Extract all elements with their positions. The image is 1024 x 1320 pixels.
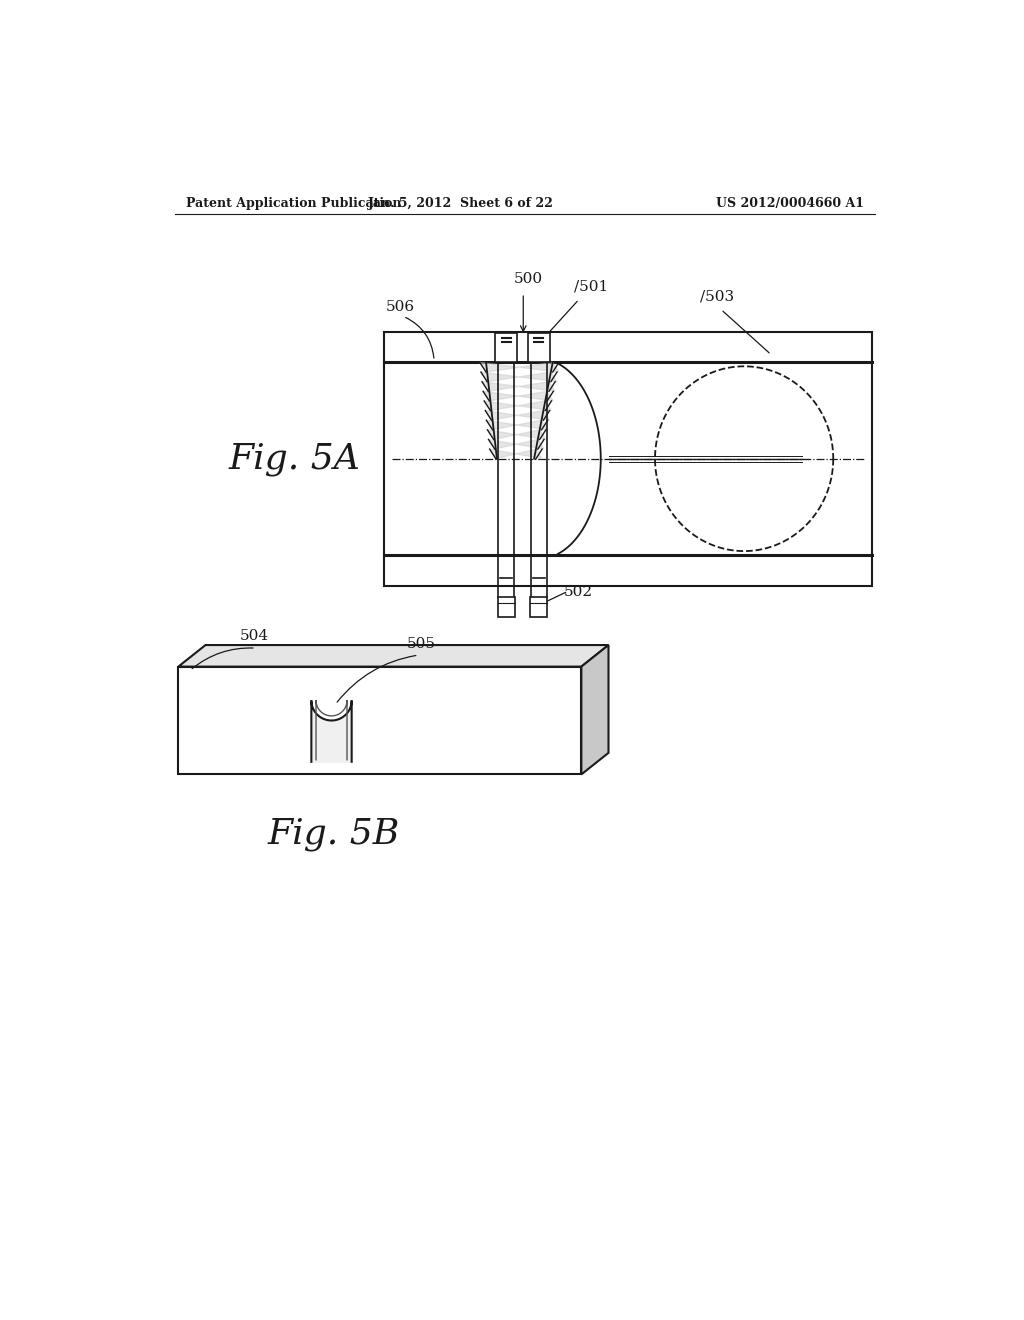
Polygon shape xyxy=(483,391,553,401)
Text: Fig. 5A: Fig. 5A xyxy=(228,442,360,475)
Bar xyxy=(498,597,515,616)
Polygon shape xyxy=(489,449,542,459)
Text: 502: 502 xyxy=(563,585,593,599)
Text: 506: 506 xyxy=(385,300,415,314)
Polygon shape xyxy=(487,430,546,440)
Text: Fig. 5B: Fig. 5B xyxy=(267,817,399,851)
Text: US 2012/0004660 A1: US 2012/0004660 A1 xyxy=(716,197,864,210)
Text: 505: 505 xyxy=(407,638,436,651)
Text: Patent Application Publication: Patent Application Publication xyxy=(186,197,401,210)
Text: Jan. 5, 2012  Sheet 6 of 22: Jan. 5, 2012 Sheet 6 of 22 xyxy=(369,197,554,210)
Bar xyxy=(496,333,517,363)
Text: /503: /503 xyxy=(700,290,734,304)
Polygon shape xyxy=(484,401,552,411)
Bar xyxy=(178,667,582,775)
Polygon shape xyxy=(311,701,351,763)
Polygon shape xyxy=(481,372,557,381)
Polygon shape xyxy=(480,363,559,372)
Bar xyxy=(530,597,547,616)
Text: 500: 500 xyxy=(514,272,543,286)
Polygon shape xyxy=(178,645,608,667)
Polygon shape xyxy=(482,381,555,391)
Polygon shape xyxy=(582,645,608,775)
Polygon shape xyxy=(486,420,548,430)
Bar xyxy=(384,331,872,586)
Polygon shape xyxy=(488,440,544,449)
Text: 504: 504 xyxy=(240,630,268,643)
Bar xyxy=(528,333,550,363)
Polygon shape xyxy=(485,411,550,420)
Text: /501: /501 xyxy=(573,280,608,294)
